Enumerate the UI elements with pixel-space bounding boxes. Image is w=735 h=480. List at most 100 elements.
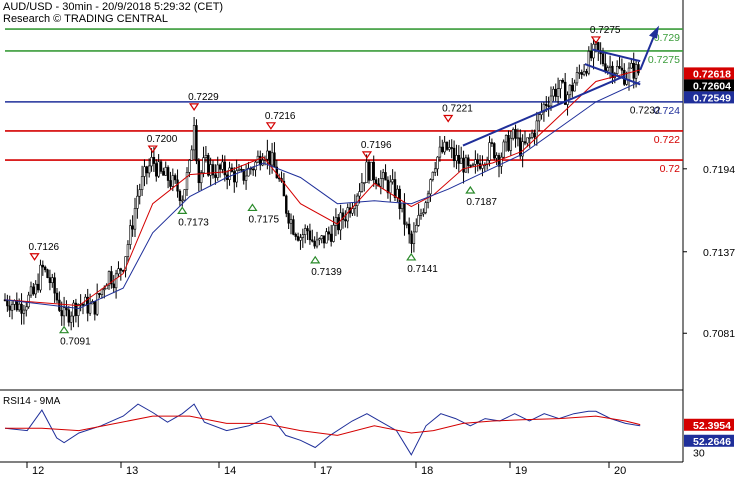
candle-body	[259, 155, 262, 166]
candle-body	[62, 307, 66, 317]
candle-body	[464, 157, 468, 173]
candle-body	[493, 143, 496, 159]
pivot-high-marker-6	[265, 122, 277, 130]
candle-body	[235, 170, 238, 183]
candle-body	[417, 215, 420, 226]
candle-body	[292, 219, 295, 235]
forecast-arrow-shaft	[639, 33, 656, 71]
candle-body	[533, 132, 536, 138]
candle-body	[287, 213, 290, 224]
candle-body	[43, 266, 47, 271]
candle-body	[563, 81, 567, 105]
candle-body	[303, 228, 307, 235]
current-price-box-0	[684, 67, 734, 80]
candle-body	[129, 225, 132, 245]
candle-body	[209, 164, 212, 176]
candle-body	[601, 53, 605, 65]
candle-body	[147, 165, 151, 174]
candle-body	[410, 233, 413, 244]
candle-body	[294, 234, 297, 237]
candle-body	[455, 154, 458, 162]
candle-body	[549, 95, 553, 107]
pivot-high-label-6: 0.7216	[265, 111, 296, 122]
candle-body	[169, 180, 172, 187]
candle-body	[412, 231, 416, 244]
candle-body	[618, 66, 621, 69]
candle-body	[98, 293, 101, 295]
candle-body	[469, 165, 472, 167]
level-label-0: 0.729	[654, 32, 680, 44]
rsi-series-0	[4, 403, 641, 456]
candle-body	[313, 240, 316, 247]
candle-body	[585, 71, 588, 74]
candle-body	[415, 225, 418, 233]
current-price-label-2: 0.72549	[693, 92, 731, 104]
trendline-0	[462, 74, 626, 147]
y-tick-label-2: 0.7081	[703, 328, 735, 340]
candle-body	[537, 114, 541, 122]
candle-body	[384, 172, 387, 181]
candle-body	[370, 161, 373, 181]
pivot-low-marker-11	[465, 185, 476, 194]
candle-body	[251, 168, 255, 171]
candle-body	[197, 160, 201, 184]
candle-body	[247, 167, 250, 177]
candle-body	[159, 161, 163, 172]
candle-body	[46, 269, 49, 278]
candle-body	[112, 283, 115, 289]
candle-body	[592, 43, 595, 59]
candle-body	[103, 288, 106, 291]
candle-body	[77, 304, 80, 316]
candle-body	[589, 51, 593, 59]
candle-body	[358, 191, 361, 197]
candle-body	[308, 230, 312, 241]
candle-body	[405, 223, 409, 226]
candle-body	[188, 160, 191, 173]
candle-body	[72, 302, 75, 317]
candle-body	[509, 137, 513, 151]
candle-body	[282, 180, 286, 197]
pivot-high-marker-4	[188, 103, 200, 111]
trendline-2	[584, 63, 641, 86]
pivot-high-label-12: 0.7275	[590, 25, 621, 36]
candle-body	[604, 63, 607, 72]
candle-body	[400, 202, 404, 210]
candle-body	[571, 84, 574, 92]
candle-body	[438, 146, 442, 158]
candle-body	[568, 84, 572, 96]
candle-body	[53, 277, 56, 294]
candle-body	[615, 66, 619, 74]
candle-body	[136, 195, 139, 209]
candle-body	[346, 207, 349, 222]
candle-body	[391, 179, 394, 183]
candle-body	[126, 244, 130, 257]
pivot-high-marker-10	[443, 114, 454, 123]
candle-body	[448, 147, 451, 150]
candle-body	[124, 256, 127, 271]
candle-body	[270, 152, 274, 166]
candle-body	[233, 171, 236, 183]
candle-body	[573, 82, 576, 92]
candle-body	[459, 157, 463, 164]
candle-body	[173, 175, 177, 181]
candle-body	[360, 182, 364, 192]
candle-body	[389, 181, 392, 194]
candle-body	[192, 125, 196, 151]
candle-body	[429, 179, 432, 195]
candle-body	[36, 283, 40, 291]
candle-body	[422, 212, 425, 215]
candle-body	[150, 156, 153, 167]
candle-body	[114, 273, 118, 289]
candle-body	[110, 271, 113, 285]
candle-body	[367, 161, 371, 181]
candle-body	[471, 164, 475, 166]
candle-body	[10, 304, 14, 311]
candle-body	[334, 217, 338, 226]
candle-body	[523, 141, 527, 144]
candle-body	[457, 154, 461, 164]
rsi-series-1	[5, 415, 641, 436]
candle-body	[393, 179, 397, 198]
candle-body	[202, 157, 205, 174]
pivot-low-label-5: 0.7175	[248, 214, 279, 225]
